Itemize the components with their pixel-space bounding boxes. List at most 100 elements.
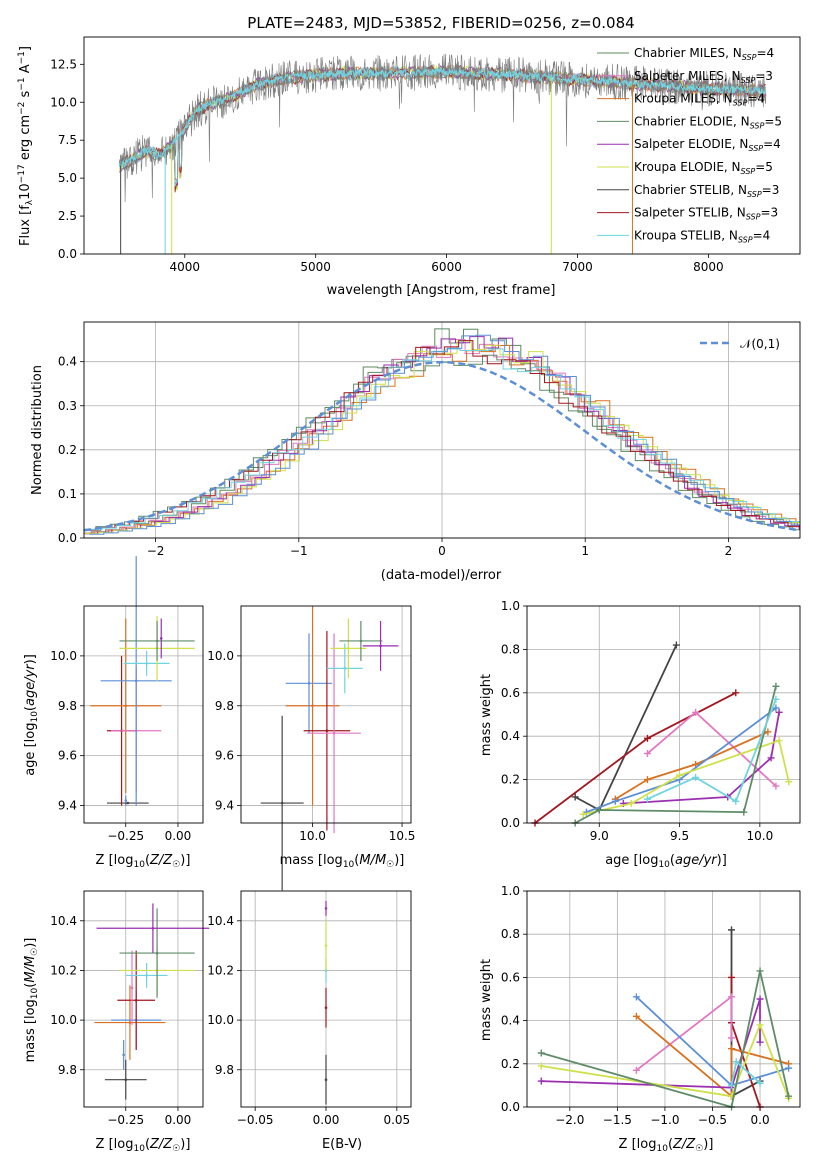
x-tick-label: 10.5 bbox=[389, 829, 416, 843]
mass-weight-marker bbox=[775, 708, 783, 716]
data-point bbox=[359, 639, 363, 643]
y-tick-label: 7.5 bbox=[58, 133, 77, 147]
mass-weight-marker bbox=[632, 993, 640, 1001]
residual-histogram bbox=[84, 354, 800, 530]
residuals-panel: −2 −1 0 1 2 0.0 0.1 0.2 0.3 0.4 𝒩(0,1) (data-mode… bbox=[30, 321, 801, 583]
mass-weight-marker bbox=[728, 1034, 736, 1042]
mass-vs-z-ylabel: mass [log10(M/M☉)] bbox=[23, 938, 40, 1063]
spectrum-data-line bbox=[119, 53, 767, 203]
residuals-ylabel: Normed distribution bbox=[30, 365, 45, 495]
mass-weight-marker bbox=[732, 1058, 740, 1066]
mass-weight-marker bbox=[728, 1081, 736, 1089]
axes-frame bbox=[83, 321, 801, 539]
mass-weight-marker bbox=[772, 682, 780, 690]
spectrum-axes: 4000 5000 6000 7000 8000 0.0 2.5 5.0 7.5 10.0 12.5 bbox=[50, 57, 723, 274]
y-tick-label: 0.0 bbox=[58, 247, 77, 261]
x-tick-label: −1 bbox=[290, 544, 308, 558]
data-point bbox=[307, 682, 311, 685]
data-point bbox=[311, 704, 314, 708]
data-point bbox=[134, 679, 138, 683]
data-point bbox=[124, 799, 128, 802]
legend-subscript: SSP bbox=[741, 76, 756, 85]
mass-weight-marker bbox=[764, 728, 772, 736]
legend-entry: Salpeter MILES, NSSP=3 bbox=[634, 69, 773, 85]
mass-vs-ebv-panel: −0.05 0.00 0.05 9.8 10.0 10.2 10.4 E(B-V) bbox=[207, 890, 412, 1152]
axes-frame bbox=[526, 890, 801, 1108]
y-tick-label: 10.4 bbox=[207, 914, 234, 928]
x-tick-label: 9.0 bbox=[590, 829, 609, 843]
y-tick-label: 9.6 bbox=[215, 749, 234, 763]
y-tick-label: 9.8 bbox=[58, 699, 77, 713]
y-tick-label: 0.0 bbox=[501, 816, 520, 830]
data-point bbox=[343, 667, 347, 670]
data-point bbox=[324, 944, 328, 947]
x-tick-label: −0.5 bbox=[698, 1113, 727, 1127]
y-tick-label: 5.0 bbox=[58, 171, 77, 185]
y-tick-label: 0.4 bbox=[501, 1014, 520, 1028]
y-tick-label: 0.6 bbox=[501, 686, 520, 700]
mass-weight-marker bbox=[728, 973, 736, 981]
y-tick-label: 0.3 bbox=[58, 399, 77, 413]
data-point bbox=[332, 731, 336, 735]
residuals-histograms bbox=[83, 328, 801, 535]
x-tick-label: 0.05 bbox=[383, 1113, 410, 1127]
age-vs-z-axes: −0.25 0.00 9.4 9.6 9.8 10.0 bbox=[50, 606, 203, 843]
y-tick-label: 0.2 bbox=[58, 443, 77, 457]
age-vs-mass-panel: 10.0 10.5 9.4 9.6 9.8 10.0 mass [log10(M/M☉)] bbox=[207, 605, 415, 891]
mass-weight-marker bbox=[632, 1066, 640, 1074]
residuals-legend: 𝒩(0,1) bbox=[700, 337, 780, 351]
data-point bbox=[155, 951, 159, 955]
mass-weight-marker bbox=[756, 995, 764, 1003]
data-point bbox=[151, 926, 155, 930]
legend-number: =4 bbox=[756, 46, 774, 60]
x-tick-label: 1 bbox=[581, 544, 589, 558]
legend-entry: Chabrier ELODIE, NSSP=5 bbox=[634, 114, 782, 130]
mass-weight-marker bbox=[692, 773, 700, 781]
data-point bbox=[379, 644, 382, 648]
mass-weight-marker bbox=[728, 993, 736, 1001]
mass-weight-marker bbox=[643, 750, 651, 758]
y-tick-label: 0.0 bbox=[58, 531, 77, 545]
legend-number: =4 bbox=[753, 228, 771, 242]
mass-weight-marker bbox=[627, 799, 635, 807]
age-vs-z-points bbox=[90, 556, 195, 806]
legend-subscript: SSP bbox=[750, 121, 765, 130]
age-vs-z-panel: −0.25 0.00 9.4 9.6 9.8 10.0 Z [log10(Z/Z☉)] a… bbox=[23, 556, 204, 870]
mass-weight-marker bbox=[732, 797, 740, 805]
y-tick-label: 0.8 bbox=[501, 642, 520, 656]
spectrum-stelib-line bbox=[118, 66, 767, 169]
mass-weight-marker bbox=[756, 1021, 764, 1029]
data-point bbox=[126, 801, 130, 805]
mass-weight-marker bbox=[537, 1077, 545, 1085]
mass-weight-marker bbox=[732, 689, 740, 697]
mass-weight-marker bbox=[756, 967, 764, 975]
legend-number: =3 bbox=[760, 206, 778, 220]
mass-weight-marker bbox=[579, 810, 587, 818]
mass-weight-marker bbox=[692, 708, 700, 716]
residuals-xlabel: (data-model)/error bbox=[381, 568, 502, 583]
age-vs-mass-axes: 10.0 10.5 9.4 9.6 9.8 10.0 bbox=[207, 606, 415, 843]
mass-weight-marker bbox=[611, 797, 619, 805]
mass-weight-vs-z-lines bbox=[537, 926, 793, 1111]
axes-frame bbox=[83, 890, 204, 1108]
y-tick-label: 0.2 bbox=[501, 1057, 520, 1071]
data-point bbox=[325, 729, 329, 733]
y-tick-label: 0.6 bbox=[501, 970, 520, 984]
legend-entry: Kroupa ELODIE, NSSP=5 bbox=[634, 160, 773, 176]
spectrum-model-line bbox=[118, 65, 767, 187]
data-point bbox=[159, 637, 163, 640]
axes-frame bbox=[83, 36, 801, 255]
mass-weight-line bbox=[647, 698, 777, 803]
mass-weight-vs-z-xlabel: Z [log10(Z/Z☉)] bbox=[619, 1137, 714, 1154]
y-tick-label: 0.4 bbox=[501, 729, 520, 743]
mass-weight-marker bbox=[643, 734, 651, 742]
y-tick-label: 9.6 bbox=[58, 749, 77, 763]
y-tick-label: 9.4 bbox=[58, 799, 77, 813]
mass-weight-line bbox=[541, 1022, 790, 1099]
x-tick-label: 9.5 bbox=[670, 829, 689, 843]
age-vs-z-xlabel: Z [log10(Z/Z☉)] bbox=[96, 853, 191, 870]
spectrum-panel: PLATE=2483, MJD=53852, FIBERID=0256, z=0… bbox=[17, 14, 801, 298]
axes-frame bbox=[240, 890, 412, 1108]
y-tick-label: 9.4 bbox=[215, 799, 234, 813]
